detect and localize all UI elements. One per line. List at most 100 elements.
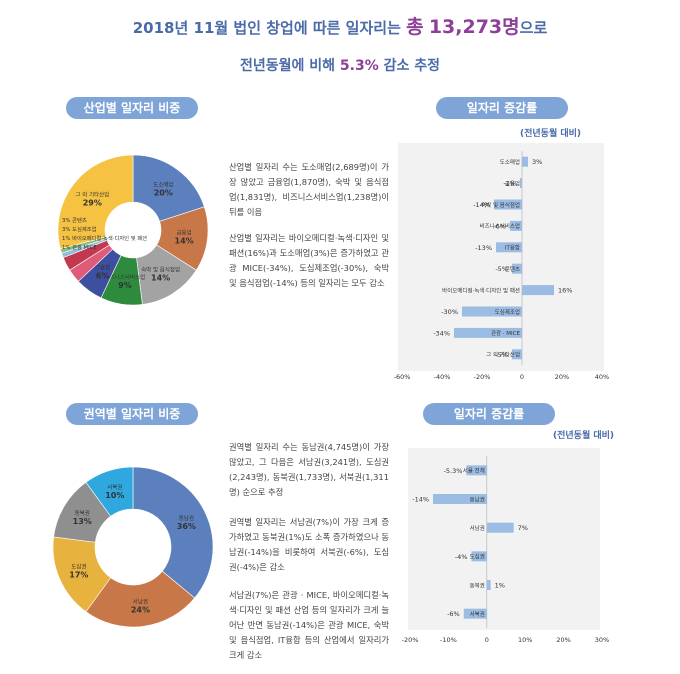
industry-bar-category-label: 도소매업 (500, 158, 520, 166)
headline-change-suffix: 감소 추정 (383, 58, 441, 74)
headline-total-value: 13,273명 (428, 16, 520, 38)
industry-pie-slice-label: IT융합 (95, 264, 110, 272)
industry-bar-category-label: 숙박 및 음식점업 (481, 201, 520, 209)
industry-bar-bar (496, 242, 522, 253)
region-bar-chart: 서울 전체-5.3% 동남권 -14% 서남권 7% 도심권-4% 동북권 1% 서북권 -6% -… (402, 456, 609, 644)
industry-bar-chart: 도소매업 3% 금융업-1% 숙박 및 음식점업-14% 비즈니스서비스업-6% IT융합… (394, 151, 609, 381)
industry-pie-slice-value: 14% (151, 273, 170, 282)
region-bar-category-label: 서남권 (470, 524, 485, 532)
region-pie-slice-label: 서남권 (133, 598, 148, 606)
industry-bar-bar (462, 306, 522, 317)
industry-bar-value-label: -30% (441, 308, 458, 316)
industry-bar-tick-label: -40% (434, 373, 451, 381)
region-pie-slice-label: 도심권 (71, 562, 86, 570)
industry-bar-value-label: 16% (558, 287, 572, 295)
industry-pie-small-label: 1% 관광 MICE (62, 244, 97, 251)
industry-pie-slice-label: 금융업 (177, 228, 192, 236)
industry-bar-bar (494, 199, 522, 210)
region-pie-slice-label: 동북권 (75, 509, 90, 517)
industry-bar-category-label: 콘텐츠 (505, 265, 520, 273)
headline-suffix: 으로 (519, 19, 548, 37)
region-bar-tick-label: -20% (402, 636, 419, 644)
industry-bar-category-label: IT융합 (505, 244, 520, 252)
industry-bar-value-label: -14% (473, 201, 490, 209)
region-pie-slice-value: 13% (73, 517, 92, 526)
industry-bar-category-label: 도심제조업 (495, 308, 520, 316)
industry-pie-slice-value: 29% (83, 198, 102, 207)
region-change-note: (전년동월 대비) (553, 431, 615, 441)
region-pie-slice-label: 동남권 (179, 514, 194, 522)
industry-bar-value-label: -5% (495, 351, 508, 359)
region-pie-slice (85, 466, 134, 517)
region-bar-tick-label: 20% (556, 636, 570, 644)
region-bar-bar (433, 494, 487, 504)
region-bar-value-label: 7% (518, 524, 528, 532)
industry-pie-slice-value: 20% (154, 188, 173, 197)
headline-prefix: 2018년 11월 법인 창업에 따른 일자리는 (132, 19, 401, 37)
industry-pie-slice-label: 그 외 기타산업 (75, 190, 109, 198)
region-pie-slice-label: 서북권 (107, 483, 122, 491)
industry-bar-value-label: -1% (503, 180, 516, 188)
industry-pie-small-label: 3% 콘텐츠 (62, 216, 87, 224)
industry-bar-value-label: -6% (493, 222, 506, 230)
region-paragraph-1: 권역별 일자리 수는 동남권(4,745명)이 가장 많았고, 그 다음은 서남… (229, 442, 389, 497)
industry-pie-slice-label: 도소매업 (153, 180, 173, 188)
industry-change-note: (전년동월 대비) (520, 129, 582, 139)
industry-bar-category-label: 금융업 (505, 179, 520, 187)
region-bar-value-label: -14% (412, 496, 429, 504)
industry-pie-slice-value: 14% (175, 236, 194, 245)
region-pie-slice (132, 466, 214, 599)
industry-bar-category-label: 관광 · MICE (491, 329, 521, 337)
region-bar-bar (486, 580, 491, 590)
region-paragraph-2: 권역별 일자리는 서남권(7%)이 가장 크게 증가하였고 동북권(1%)도 소… (229, 517, 389, 572)
headline-change-pct: 5.3% (339, 58, 379, 74)
industry-change-title: 일자리 증감률 (436, 97, 568, 119)
headline-change: 전년동월에 비해 5.3% 감소 추정 (0, 55, 680, 75)
region-bar-category-label: 동북권 (470, 581, 485, 589)
region-bar-category-label: 서울 전체 (463, 467, 485, 475)
industry-bar-bar (512, 349, 522, 360)
industry-bar-bar (520, 178, 522, 189)
industry-pie-slice-value: 9% (118, 281, 132, 290)
region-bar-tick-label: 0 (485, 636, 489, 644)
industry-bar-bar (454, 327, 522, 338)
region-bar-bar (463, 608, 487, 619)
industry-bar-category-label: 비즈니스서비스업 (480, 222, 520, 230)
industry-pie-slice-label: 비즈니스서비스업 (105, 273, 145, 281)
region-bar-bar (466, 465, 487, 476)
headline-total: 2018년 11월 법인 창업에 따른 일자리는 총 13,273명으로 (0, 12, 680, 39)
region-bar-panel (408, 448, 600, 630)
region-bar-category-label: 서북권 (470, 610, 485, 618)
region-pie-slice (85, 570, 196, 628)
industry-paragraph-1: 산업별 일자리 수는 도소매업(2,689명)이 가장 많았고 금융업(1,87… (229, 162, 389, 217)
region-change-title: 일자리 증감률 (423, 403, 555, 425)
industry-bar-value-label: -5% (495, 265, 508, 273)
industry-bar-bar (522, 156, 528, 167)
region-bar-tick-label: 30% (595, 636, 609, 644)
industry-bar-value-label: -34% (433, 329, 450, 337)
industry-pie-slice (57, 154, 134, 250)
industry-bar-bar (522, 285, 554, 296)
region-pie-slice-value: 36% (177, 522, 196, 531)
industry-bar-tick-label: 20% (555, 373, 569, 381)
industry-pie-slice-value: 6% (96, 272, 110, 281)
industry-bar-value-label: 3% (532, 158, 542, 166)
region-bar-bar (486, 522, 514, 533)
region-pie-slice-value: 10% (105, 491, 124, 500)
industry-pie-slice (132, 154, 205, 222)
headline-change-prefix: 전년동월에 비해 (239, 58, 336, 74)
region-bar-value-label: 1% (495, 582, 505, 590)
industry-bar-tick-label: -20% (474, 373, 491, 381)
industry-bar-value-label: -13% (475, 244, 492, 252)
industry-bar-bar (512, 263, 522, 274)
industry-share-title: 산업별 일자리 비중 (66, 97, 198, 119)
region-pie-slice-value: 17% (69, 570, 88, 579)
region-bar-category-label: 동남권 (470, 495, 485, 503)
region-share-title: 권역별 일자리 비중 (66, 403, 198, 425)
region-bar-bar (471, 551, 487, 562)
industry-bar-category-label: 바이오메디컬·녹색·디자인 및 패션 (442, 286, 520, 294)
industry-pie-slice-label: 숙박 및 음식점업 (141, 265, 180, 273)
industry-bar-bar (510, 220, 522, 231)
industry-bar-category-label: 그 외 기타산업 (486, 351, 520, 359)
